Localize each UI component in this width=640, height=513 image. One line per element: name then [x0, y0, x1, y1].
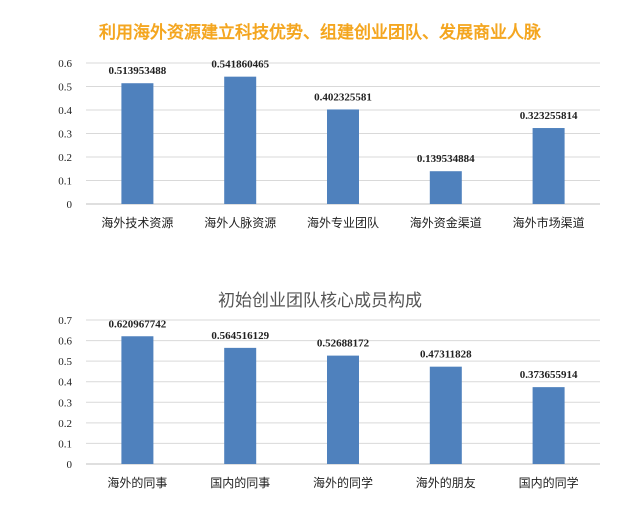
chart-2-ytick-label: 0.3 [58, 397, 72, 409]
chart-2-ytick-label: 0.2 [58, 418, 72, 430]
chart-1-ytick-label: 0 [67, 199, 73, 211]
chart-1-category-label: 海外专业团队 [307, 215, 379, 230]
chart-2-data-label: 0.52688172 [317, 338, 370, 350]
chart-1-bar [327, 109, 359, 204]
chart-1-data-label: 0.513953488 [109, 65, 167, 77]
chart-1-category-label: 海外市场渠道 [513, 215, 585, 230]
chart-1-ytick-label: 0.4 [58, 105, 72, 117]
chart-2-category-label: 国内的同学 [519, 475, 579, 490]
chart-1-ytick-label: 0.1 [58, 176, 72, 188]
chart-2-category-label: 海外的同事 [107, 475, 167, 490]
chart-2-ytick-label: 0.1 [58, 438, 72, 450]
chart-1-bar [224, 76, 257, 204]
chart-1-bar [429, 171, 462, 204]
chart-1-category-label: 海外人脉资源 [204, 215, 276, 230]
chart-1-data-label: 0.402325581 [314, 91, 372, 103]
chart-1-data-label: 0.323255814 [520, 110, 578, 122]
chart-2-ytick-label: 0.7 [58, 315, 72, 327]
chart-1-ytick-label: 0.5 [58, 82, 72, 94]
chart-1-data-label: 0.139534884 [417, 153, 475, 165]
chart-2-bar [532, 387, 565, 464]
chart-2-ytick-label: 0.6 [58, 336, 72, 348]
chart-1-bar [121, 83, 154, 204]
chart-1-ytick-label: 0.3 [58, 129, 72, 141]
chart-2-category-label: 国内的同事 [210, 475, 270, 490]
chart-2-bar [429, 366, 462, 464]
chart-2-category-label: 海外的朋友 [416, 475, 476, 490]
chart-2-ytick-label: 0.4 [58, 377, 72, 389]
chart-1-ytick-label: 0.2 [58, 152, 72, 164]
chart-1-category-label: 海外资金渠道 [410, 215, 482, 230]
chart-1-data-label: 0.541860465 [211, 59, 269, 71]
chart-1-ytick-label: 0.6 [58, 58, 72, 70]
chart-2-data-label: 0.47311828 [420, 349, 472, 361]
chart-2-ytick-label: 0 [67, 459, 73, 471]
chart-2-title: 初始创业团队核心成员构成 [218, 291, 422, 311]
chart-2-ytick-label: 0.5 [58, 356, 72, 368]
chart-2-bar [121, 336, 154, 464]
chart-2-data-label: 0.564516129 [211, 330, 269, 342]
chart-2-category-label: 海外的同学 [313, 475, 373, 490]
chart-1-title: 利用海外资源建立科技优势、组建创业团队、发展商业人脉 [99, 23, 541, 43]
chart-1-category-label: 海外技术资源 [101, 215, 173, 230]
chart-2-bar [327, 355, 359, 464]
chart-1: 0 0.1 0.2 0.3 0.4 0.5 0.6 0.513953488 海外技术资源 0.54… [58, 58, 600, 230]
chart-2-bar [224, 347, 257, 464]
chart-2-data-label: 0.620967742 [109, 318, 167, 330]
chart-2-data-label: 0.373655914 [520, 369, 578, 381]
chart-1-bar [532, 128, 565, 204]
